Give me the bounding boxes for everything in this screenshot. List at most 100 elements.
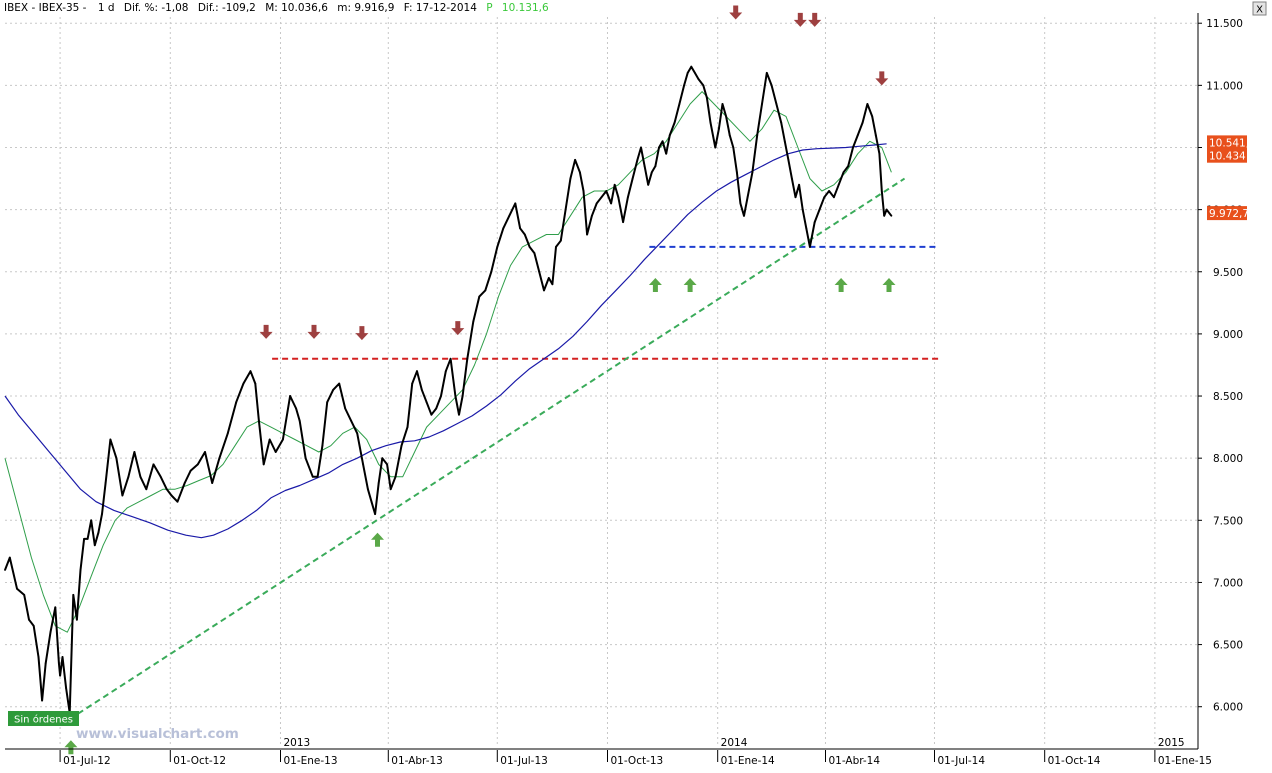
price-point (54, 606, 57, 609)
price-point (582, 190, 585, 192)
price-point (115, 457, 118, 460)
arrow-down-icon (875, 71, 889, 86)
header-info: IBEX - IBEX-35 - 1 d Dif. %: -1,08 Dif.:… (4, 2, 549, 14)
price-point (780, 121, 783, 124)
price-point (613, 183, 616, 186)
price-point (386, 463, 388, 466)
price-point (852, 146, 854, 149)
price-point (668, 134, 671, 137)
y-tick-label: 11.500 (1206, 18, 1243, 30)
price-point (183, 482, 186, 484)
price-point (627, 196, 629, 199)
y-tick-label: 7.500 (1213, 515, 1243, 527)
x-tick-label: 01-Jul-12 (63, 755, 111, 767)
price-point (661, 140, 664, 143)
price-point (683, 84, 685, 87)
price-point (274, 451, 277, 453)
price-point (350, 420, 353, 422)
price-tag-label: 9.972,7 (1209, 208, 1249, 220)
price-point (176, 500, 179, 503)
price-point (406, 426, 409, 428)
price-point (152, 463, 155, 466)
price-point (258, 420, 260, 422)
price-point (196, 463, 199, 466)
price-point (673, 121, 676, 124)
price-point (555, 246, 557, 248)
price-point (145, 488, 148, 491)
price-point (791, 177, 793, 180)
price-point (326, 401, 329, 404)
y-tick-label: 6.000 (1213, 702, 1243, 714)
arrow-up-icon (683, 278, 697, 292)
arrow-down-icon (259, 324, 273, 339)
header-last-label: P (486, 2, 492, 14)
price-point (842, 171, 845, 174)
price-point (878, 152, 881, 155)
price-point (640, 146, 642, 149)
header-dif-abs: Dif.: -109,2 (198, 2, 256, 14)
price-point (133, 451, 136, 453)
price-point (93, 544, 96, 547)
price-point (400, 444, 403, 447)
chart-header: IBEX - IBEX-35 - 1 d Dif. %: -1,08 Dif.:… (4, 2, 549, 14)
price-point (86, 538, 89, 540)
price-tag-label: 10.434 (1209, 151, 1246, 163)
price-point (775, 103, 778, 105)
y-axis: 6.000 6.500 7.000 7.500 8.000 8.500 9.000 9.500… (1197, 13, 1243, 749)
price-point (226, 432, 229, 435)
x-tick-label: 01-Abr-14 (828, 755, 880, 767)
price-point (706, 96, 708, 99)
x-year-label: 2014 (721, 737, 748, 749)
price-point (743, 214, 745, 217)
header-prefix: IBEX - IBEX-35 - (4, 2, 87, 14)
price-point (805, 227, 808, 230)
price-point (204, 451, 206, 453)
header-min: m: 9.916,9 (337, 2, 394, 14)
price-point (189, 469, 192, 472)
price-point (801, 208, 804, 211)
price-point (709, 121, 712, 124)
price-point (159, 475, 162, 478)
y-tick-label: 11.000 (1206, 80, 1243, 92)
price-point (569, 177, 572, 180)
price-point (718, 127, 720, 130)
price-point (389, 488, 392, 491)
watermark: www.visualchart.com (76, 726, 239, 742)
price-point (739, 202, 742, 205)
price-point (218, 457, 221, 460)
price-point (41, 699, 43, 702)
price-point (665, 152, 668, 155)
price-point (83, 538, 85, 540)
x-tick-label: 01-Oct-12 (173, 755, 226, 767)
x-tick-label: 01-Ene-14 (721, 755, 775, 767)
x-tick-label: 01-Jul-13 (500, 755, 548, 767)
header-timeframe: 1 d (98, 2, 115, 14)
price-point (367, 488, 369, 491)
price-point (4, 569, 6, 571)
price-point (543, 289, 545, 292)
price-point (321, 444, 324, 447)
price-point (658, 146, 660, 149)
arrow-up-icon (648, 278, 662, 292)
arrow-down-icon (451, 321, 465, 336)
price-point (49, 631, 52, 634)
x-tick-label: 01-Oct-13 (610, 755, 663, 767)
price-point (254, 382, 257, 385)
arrow-down-icon (355, 326, 369, 341)
price-point (235, 401, 238, 404)
price-point (761, 103, 763, 105)
price-point (104, 482, 107, 484)
price-point (833, 196, 835, 199)
orders-badge[interactable]: Sin órdenes (8, 711, 79, 726)
price-point (466, 357, 469, 360)
price-point (650, 171, 653, 174)
price-point (449, 357, 452, 360)
price-point (58, 662, 60, 665)
price-point (101, 513, 103, 515)
close-button[interactable]: X (1252, 1, 1267, 16)
price-point (856, 134, 859, 137)
price-point (8, 556, 11, 559)
price-point (794, 196, 797, 199)
